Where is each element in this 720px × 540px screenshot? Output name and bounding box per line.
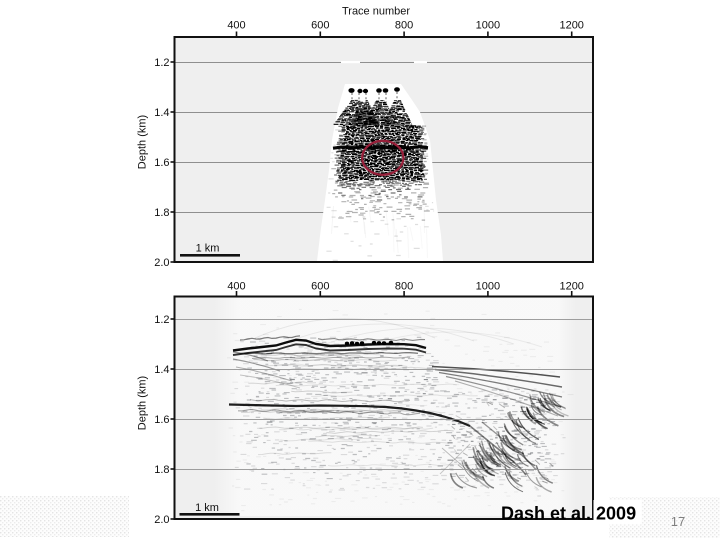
svg-text:1.6: 1.6 [154,414,169,426]
svg-text:1.8: 1.8 [154,207,169,219]
svg-text:1000: 1000 [476,280,500,292]
svg-text:800: 800 [395,19,413,31]
svg-text:1.8: 1.8 [154,464,169,476]
svg-text:600: 600 [311,19,329,31]
svg-text:Depth (km): Depth (km) [137,115,149,169]
svg-text:2.0: 2.0 [154,514,169,526]
svg-text:1.6: 1.6 [154,157,169,169]
svg-text:600: 600 [311,280,329,292]
svg-text:1200: 1200 [559,19,583,31]
svg-text:400: 400 [227,19,245,31]
svg-text:Dash et al. 2009: Dash et al. 2009 [501,504,636,524]
svg-text:1000: 1000 [476,19,500,31]
svg-text:400: 400 [227,280,245,292]
svg-text:800: 800 [395,280,413,292]
svg-text:1.4: 1.4 [154,107,169,119]
svg-text:1.2: 1.2 [154,57,169,69]
svg-text:17: 17 [671,514,685,529]
svg-text:2.0: 2.0 [154,257,169,269]
svg-text:1200: 1200 [559,280,583,292]
svg-text:1 km: 1 km [195,502,219,514]
svg-text:1 km: 1 km [196,242,220,254]
svg-text:Depth (km): Depth (km) [137,376,149,430]
svg-text:Trace number: Trace number [342,5,410,17]
svg-text:1.4: 1.4 [154,364,169,376]
svg-text:1.2: 1.2 [154,314,169,326]
